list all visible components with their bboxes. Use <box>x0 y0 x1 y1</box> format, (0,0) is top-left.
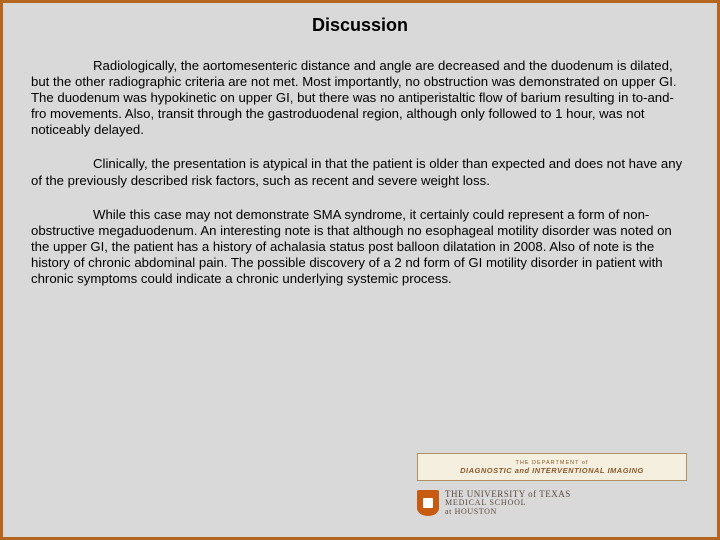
department-logo: THE DEPARTMENT of DIAGNOSTIC and INTERVE… <box>417 453 687 481</box>
ut-line3: at HOUSTON <box>445 508 571 516</box>
slide-frame: Discussion Radiologically, the aortomese… <box>0 0 720 540</box>
paragraph-2-text: Clinically, the presentation is atypical… <box>31 156 682 187</box>
university-logo: THE UNIVERSITY of TEXAS MEDICAL SCHOOL a… <box>417 487 687 519</box>
slide-title: Discussion <box>31 15 689 36</box>
paragraph-3-text: While this case may not demonstrate SMA … <box>31 207 672 286</box>
paragraph-1: Radiologically, the aortomesenteric dist… <box>31 58 689 138</box>
shield-icon <box>417 490 439 516</box>
dept-logo-line2: DIAGNOSTIC and INTERVENTIONAL IMAGING <box>460 466 644 475</box>
university-text: THE UNIVERSITY of TEXAS MEDICAL SCHOOL a… <box>445 490 571 516</box>
paragraph-1-text: Radiologically, the aortomesenteric dist… <box>31 58 677 137</box>
paragraph-3: While this case may not demonstrate SMA … <box>31 207 689 287</box>
logo-block: THE DEPARTMENT of DIAGNOSTIC and INTERVE… <box>407 453 687 519</box>
paragraph-2: Clinically, the presentation is atypical… <box>31 156 689 188</box>
